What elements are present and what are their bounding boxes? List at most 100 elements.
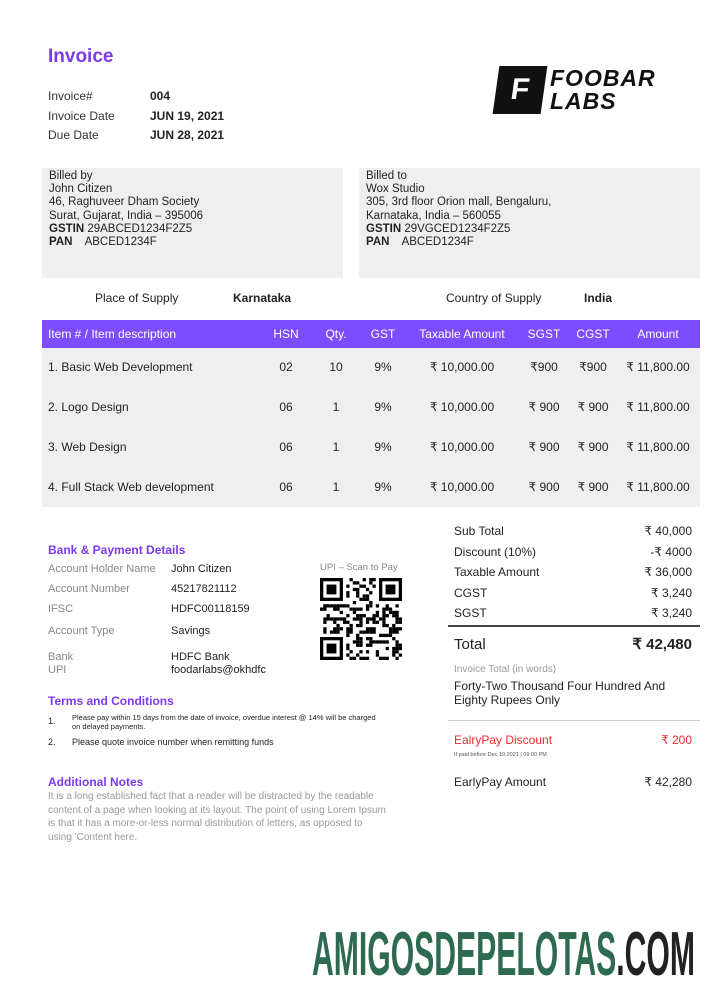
earlypay-amount-value: ₹ 42,280 [644, 775, 692, 789]
total-in-words: Forty-Two Thousand Four Hundred And Eigh… [454, 679, 666, 707]
bank-field-label: Account Type [48, 625, 115, 637]
bank-field-label: Account Holder Name [48, 563, 156, 575]
terms-item: 1. Please pay within 15 days from the da… [48, 713, 378, 731]
table-cell: 3. Web Design [48, 440, 127, 454]
total-row-label: CGST [454, 585, 488, 600]
table-cell: 10 [329, 360, 343, 374]
invoice-meta: Invoice# 004 Invoice Date JUN 19, 2021 Due… [48, 87, 224, 146]
watermark-text: AMIGOSDEPELOTAS.COM [312, 920, 695, 982]
earlypay-discount-label: EalryPay Discount [454, 733, 553, 747]
gstin-label: GSTIN [49, 222, 85, 235]
total-row-value: ₹ 36,000 [644, 565, 692, 579]
table-cell: ₹ 10,000.00 [429, 440, 495, 454]
qr-label: UPI – Scan to Pay [320, 562, 398, 573]
logo-mark: F [492, 66, 548, 114]
watermark-suffix: .COM [616, 920, 695, 982]
billed-by-name: John Citizen [49, 183, 113, 196]
table-cell: ₹ 11,800.00 [626, 400, 690, 414]
terms-title: Terms and Conditions [48, 694, 174, 708]
meta-label: Invoice# [48, 89, 93, 103]
billed-by-address: Surat, Gujarat, India – 395006 [49, 209, 204, 222]
table-cell: 06 [279, 400, 293, 414]
table-cell: 2. Logo Design [48, 400, 129, 414]
due-date: JUN 28, 2021 [150, 128, 225, 142]
notes-title: Additional Notes [48, 775, 144, 789]
invoice-date: JUN 19, 2021 [150, 108, 225, 123]
bank-field-label: IFSC [48, 603, 74, 615]
table-row: 4. Full Stack Web development 06 1 9% ₹ 10,0… [42, 468, 700, 508]
term-number: 1. [48, 716, 56, 726]
pan-value: ABCED1234F [84, 236, 157, 249]
billed-by-label: Billed by [49, 170, 93, 182]
column-header: Taxable Amount [419, 327, 505, 341]
items-table-header: Item # / Item description HSN Qty. GST Taxab… [42, 320, 700, 348]
invoice-number: 004 [150, 89, 171, 103]
gstin-value: 29VGCED1234F2Z5 [404, 222, 511, 235]
place-of-supply-label: Place of Supply [95, 291, 179, 305]
country-of-supply: India [584, 291, 613, 305]
term-text: Please quote invoice number when remitti… [72, 737, 274, 747]
table-row: 1. Basic Web Development 02 10 9% ₹ 10,000.0… [42, 348, 700, 388]
column-header: Item # / Item description [48, 327, 177, 341]
table-cell: 1 [332, 480, 340, 494]
table-cell: 02 [279, 360, 293, 374]
bank-title: Bank & Payment Details [48, 543, 186, 557]
table-cell: 9% [374, 400, 392, 414]
upi-qr-code-icon [320, 578, 402, 660]
bank-field-value: John Citizen [171, 563, 232, 575]
billed-to-address: Karnataka, India – 560055 [366, 209, 501, 222]
place-of-supply: Karnataka [233, 291, 292, 305]
bank-field-value: 45217821112 [171, 583, 237, 595]
table-cell: 9% [374, 360, 392, 374]
table-cell: 1 [332, 400, 340, 414]
column-header: GST [370, 327, 396, 341]
meta-label: Invoice Date [48, 108, 115, 123]
table-cell: 4. Full Stack Web development [48, 480, 214, 494]
logo-line2: LABS [550, 88, 617, 114]
table-cell: 1 [332, 440, 340, 454]
table-row: 2. Logo Design 06 1 9% ₹ 10,000.00 ₹ 900 ₹ 900… [42, 388, 700, 428]
billed-to-address: 305, 3rd floor Orion mall, Bengaluru, [366, 196, 552, 209]
column-header: Qty. [325, 327, 347, 341]
logo-line1: FOOBAR [550, 65, 656, 91]
page-title: Invoice [48, 46, 114, 67]
notes-text: It is a long established fact that a rea… [48, 791, 386, 843]
table-cell: 1. Basic Web Development [48, 360, 193, 374]
table-cell: ₹ 900 [577, 440, 609, 454]
table-cell: ₹900 [579, 360, 607, 374]
total-value: ₹ 42,480 [632, 636, 692, 653]
column-header: Amount [637, 327, 679, 341]
words-label: Invoice Total (in words) [454, 664, 557, 675]
total-row-label: Taxable Amount [454, 565, 540, 579]
table-cell: ₹ 11,800.00 [626, 440, 690, 454]
total-row-value: ₹ 3,240 [651, 585, 692, 600]
bank-field-value: HDFC Bank [171, 651, 230, 663]
table-cell: ₹ 900 [528, 480, 560, 494]
gstin-label: GSTIN [366, 222, 402, 235]
divider [448, 720, 700, 721]
table-cell: ₹ 10,000.00 [429, 400, 495, 414]
table-cell: 9% [374, 440, 392, 454]
billed-to-name: Wox Studio [366, 183, 425, 196]
bank-field-label: UPI [48, 664, 67, 676]
items-table-body: 1. Basic Web Development 02 10 9% ₹ 10,000.0… [42, 348, 700, 507]
total-row-label: Discount (10%) [454, 544, 537, 559]
table-cell: ₹ 11,800.00 [626, 360, 690, 374]
earlypay-discount-value: ₹ 200 [661, 733, 692, 747]
table-cell: ₹ 11,800.00 [626, 480, 690, 494]
totals-panel: Total ₹ 42,480 Invoice Total (in words) … [448, 524, 700, 824]
company-logo: F FOOBAR LABS [492, 65, 656, 114]
total-label: Total [454, 636, 486, 653]
pan-label: PAN [49, 236, 73, 249]
watermark-main: AMIGOSDEPELOTAS [312, 920, 616, 982]
table-cell: 06 [279, 480, 293, 494]
billed-to-label: Billed to [366, 170, 407, 182]
table-row: 3. Web Design 06 1 9% ₹ 10,000.00 ₹ 900 ₹ 900 ₹… [42, 428, 700, 468]
table-cell: ₹ 900 [577, 480, 609, 494]
total-row-label: SGST [454, 606, 487, 620]
pan-value: ABCED1234F [401, 236, 474, 249]
bank-field-value: HDFC00118159 [171, 603, 250, 615]
billed-by-box: Billed by John Citizen 46, Raghuveer Dha… [42, 168, 343, 278]
billed-to-box: Billed to Wox Studio 305, 3rd floor Orio… [359, 168, 700, 278]
total-row-value: ₹ 40,000 [644, 524, 692, 538]
